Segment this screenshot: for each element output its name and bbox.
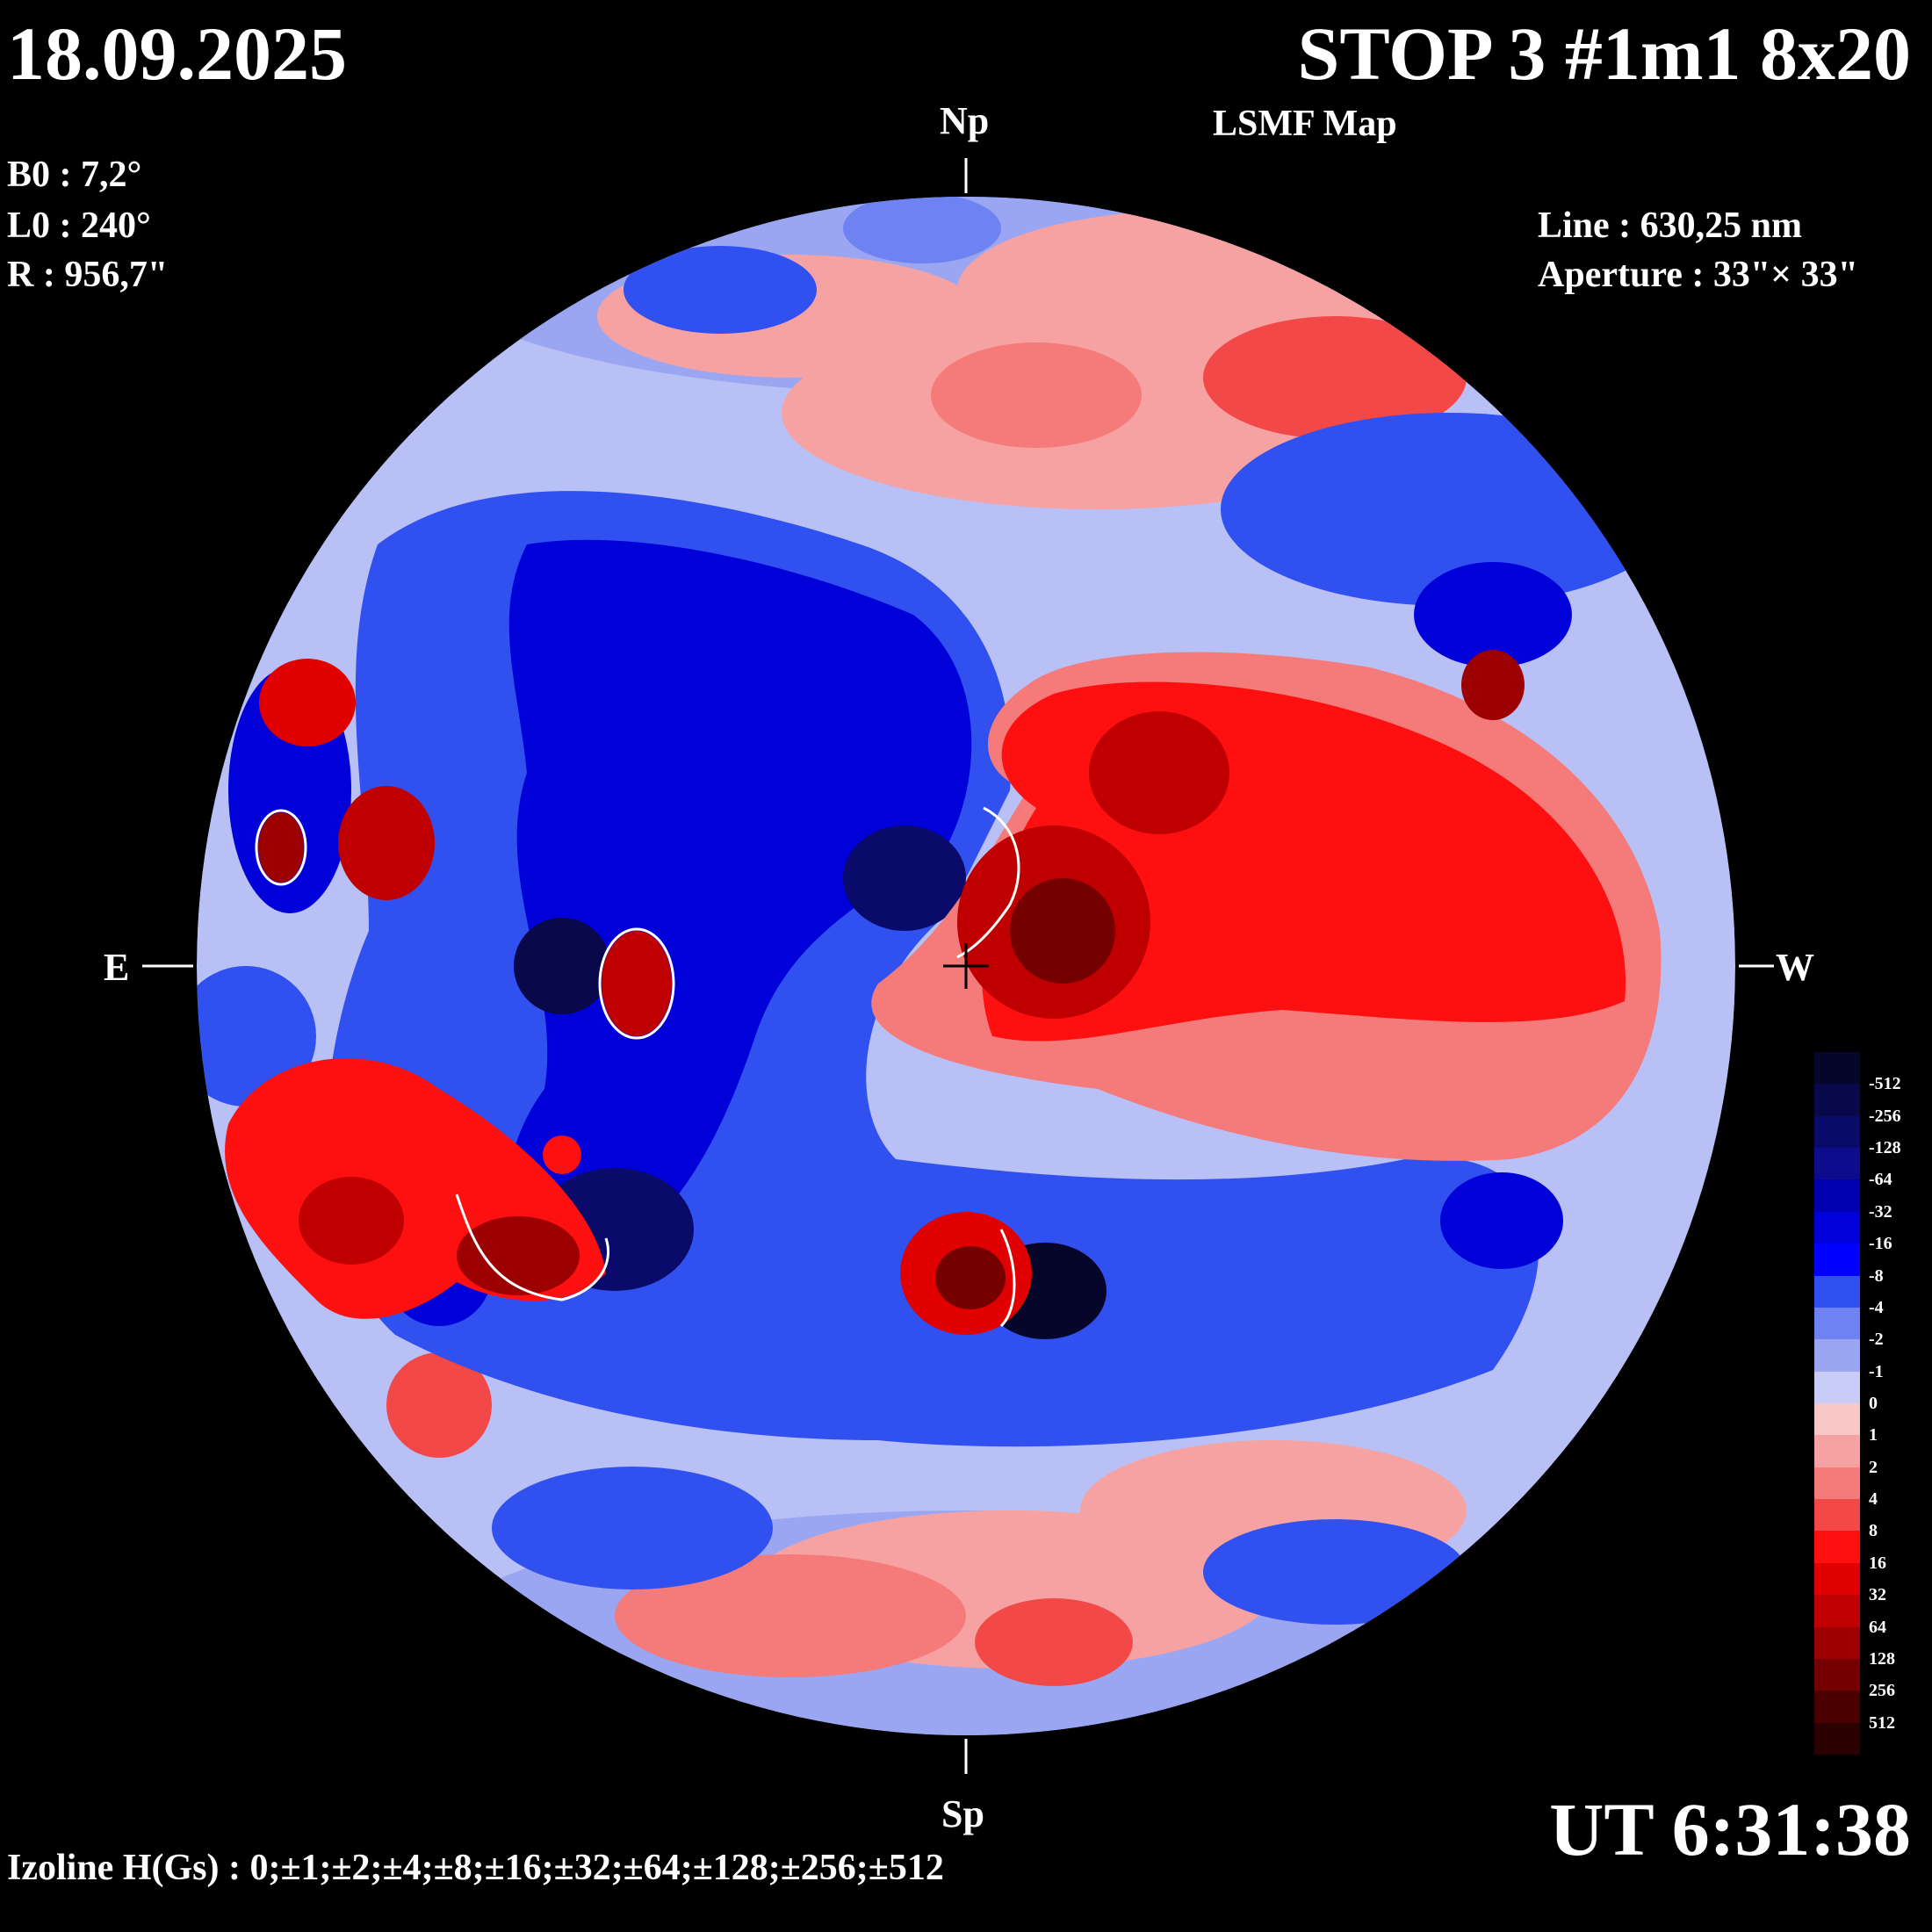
color-scale-band bbox=[1814, 1595, 1860, 1628]
color-scale-band bbox=[1814, 1052, 1860, 1085]
color-scale-label: -128 bbox=[1869, 1138, 1901, 1158]
color-scale-label: -2 bbox=[1869, 1330, 1884, 1350]
color-scale-band bbox=[1814, 1307, 1860, 1340]
direction-north-label: Np bbox=[940, 99, 990, 142]
map-subtitle: LSMF Map bbox=[1213, 104, 1397, 144]
color-scale-band bbox=[1814, 1403, 1860, 1436]
isoline-contours bbox=[255, 806, 1020, 1328]
color-scale-label: 128 bbox=[1869, 1648, 1895, 1669]
color-scale-label: 1 bbox=[1869, 1425, 1878, 1445]
param-l0: L0 : 240° bbox=[7, 205, 151, 246]
param-b0: B0 : 7,2° bbox=[7, 155, 142, 195]
orientation-ticks bbox=[142, 158, 1774, 1774]
color-scale-band bbox=[1814, 1339, 1860, 1373]
direction-west-label: W bbox=[1776, 946, 1814, 989]
color-scale-label: -256 bbox=[1869, 1106, 1901, 1126]
east-limb-features bbox=[225, 659, 672, 1319]
color-scale-band bbox=[1814, 1371, 1860, 1404]
color-scale-label: 2 bbox=[1869, 1457, 1878, 1477]
aperture: Aperture : 33"× 33" bbox=[1538, 255, 1858, 295]
color-scale-band bbox=[1814, 1275, 1860, 1308]
color-scale-band bbox=[1814, 1211, 1860, 1244]
color-scale-label: 256 bbox=[1869, 1681, 1895, 1701]
solar-disk bbox=[197, 197, 1735, 1735]
color-scale-band bbox=[1814, 1722, 1860, 1755]
param-radius: R : 956,7" bbox=[7, 255, 169, 295]
color-scale-label: -1 bbox=[1869, 1361, 1884, 1381]
observation-date: 18.09.2025 bbox=[7, 11, 347, 96]
map-title: STOP 3 #1m1 8x20 bbox=[1297, 11, 1911, 96]
color-scale-label: 512 bbox=[1869, 1712, 1895, 1733]
color-scale-label: -8 bbox=[1869, 1265, 1884, 1286]
color-scale-band bbox=[1814, 1179, 1860, 1213]
color-scale-label: 0 bbox=[1869, 1394, 1878, 1413]
color-scale-label: -64 bbox=[1869, 1170, 1892, 1190]
color-scale-label: 4 bbox=[1869, 1489, 1878, 1510]
color-scale-label: 16 bbox=[1869, 1553, 1886, 1573]
color-scale-band bbox=[1814, 1435, 1860, 1468]
color-scale-band bbox=[1814, 1084, 1860, 1117]
color-scale-label: 8 bbox=[1869, 1521, 1878, 1541]
spectral-line: Line : 630,25 nm bbox=[1538, 205, 1803, 246]
color-scale-label: 64 bbox=[1869, 1617, 1886, 1637]
color-scale-band bbox=[1814, 1244, 1860, 1277]
color-scale-label: -32 bbox=[1869, 1201, 1892, 1222]
color-scale-band bbox=[1814, 1148, 1860, 1180]
direction-south-label: Sp bbox=[941, 1792, 984, 1835]
color-scale-band bbox=[1814, 1531, 1860, 1564]
observation-time: UT 6:31:38 bbox=[1549, 1787, 1911, 1871]
color-scale-label: -16 bbox=[1869, 1234, 1892, 1254]
color-scale-band bbox=[1814, 1499, 1860, 1532]
color-scale-label: -4 bbox=[1869, 1297, 1884, 1317]
color-scale-band bbox=[1814, 1626, 1860, 1660]
color-scale-label: 32 bbox=[1869, 1585, 1886, 1605]
direction-east-label: E bbox=[104, 946, 130, 989]
color-scale-band bbox=[1814, 1115, 1860, 1149]
color-scale-label: -512 bbox=[1869, 1074, 1901, 1094]
positive-polarity-region bbox=[871, 650, 1662, 1335]
color-scale-band bbox=[1814, 1562, 1860, 1596]
color-scale-band bbox=[1814, 1658, 1860, 1691]
isoline-caption: Izoline H(Gs) : 0;±1;±2;±4;±8;±16;±32;±6… bbox=[7, 1848, 944, 1888]
color-scale-band bbox=[1814, 1467, 1860, 1500]
color-scale-bar bbox=[1814, 1052, 1860, 1755]
color-scale-band bbox=[1814, 1690, 1860, 1724]
